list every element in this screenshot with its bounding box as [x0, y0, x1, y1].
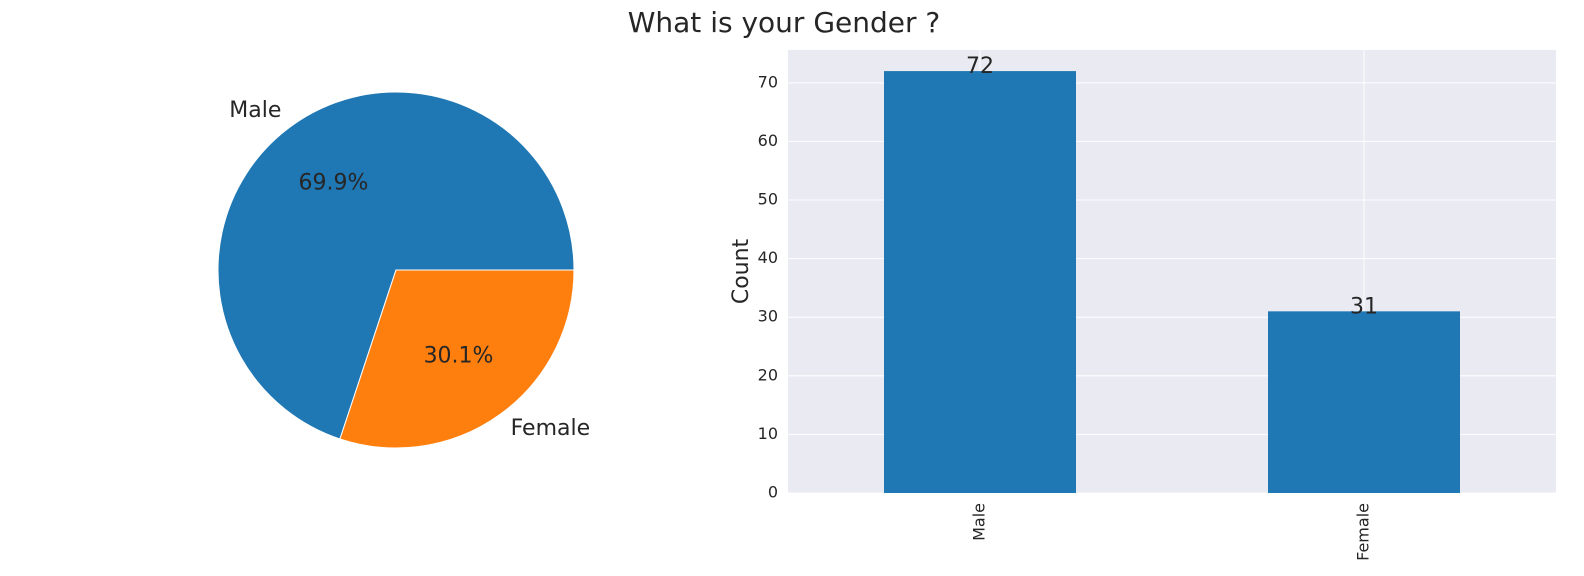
pie-label-female: Female	[511, 416, 591, 441]
figure-title: What is your Gender ?	[627, 6, 941, 39]
pie-chart: Male 69.9% Female 30.1%	[217, 91, 591, 449]
pie-label-male: Male	[229, 98, 281, 123]
y-axis-label: Count	[729, 238, 754, 304]
x-tick-label-female: Female	[1354, 503, 1373, 561]
bar-female	[1268, 311, 1460, 493]
y-tick-label: 40	[758, 248, 778, 267]
bar-value-label-male: 72	[966, 54, 994, 79]
bar-chart: 72 31 0 10 20 30 40 50 60 70 Male Female Count	[729, 50, 1556, 561]
pie-slice-female	[339, 269, 575, 449]
pie-percent-male: 69.9%	[299, 170, 369, 195]
y-tick-label: 20	[758, 365, 778, 384]
bar-value-label-female: 31	[1350, 294, 1378, 319]
y-tick-label: 50	[758, 190, 778, 209]
pie-percent-female: 30.1%	[424, 344, 494, 369]
x-tick-label-male: Male	[970, 503, 989, 541]
bar-male	[884, 71, 1076, 493]
pie-slice-male	[217, 91, 575, 440]
y-tick-label: 60	[758, 131, 778, 150]
y-tick-label: 10	[758, 424, 778, 443]
y-tick-label: 30	[758, 307, 778, 326]
y-tick-label: 70	[758, 72, 778, 91]
y-tick-label: 0	[768, 483, 778, 502]
